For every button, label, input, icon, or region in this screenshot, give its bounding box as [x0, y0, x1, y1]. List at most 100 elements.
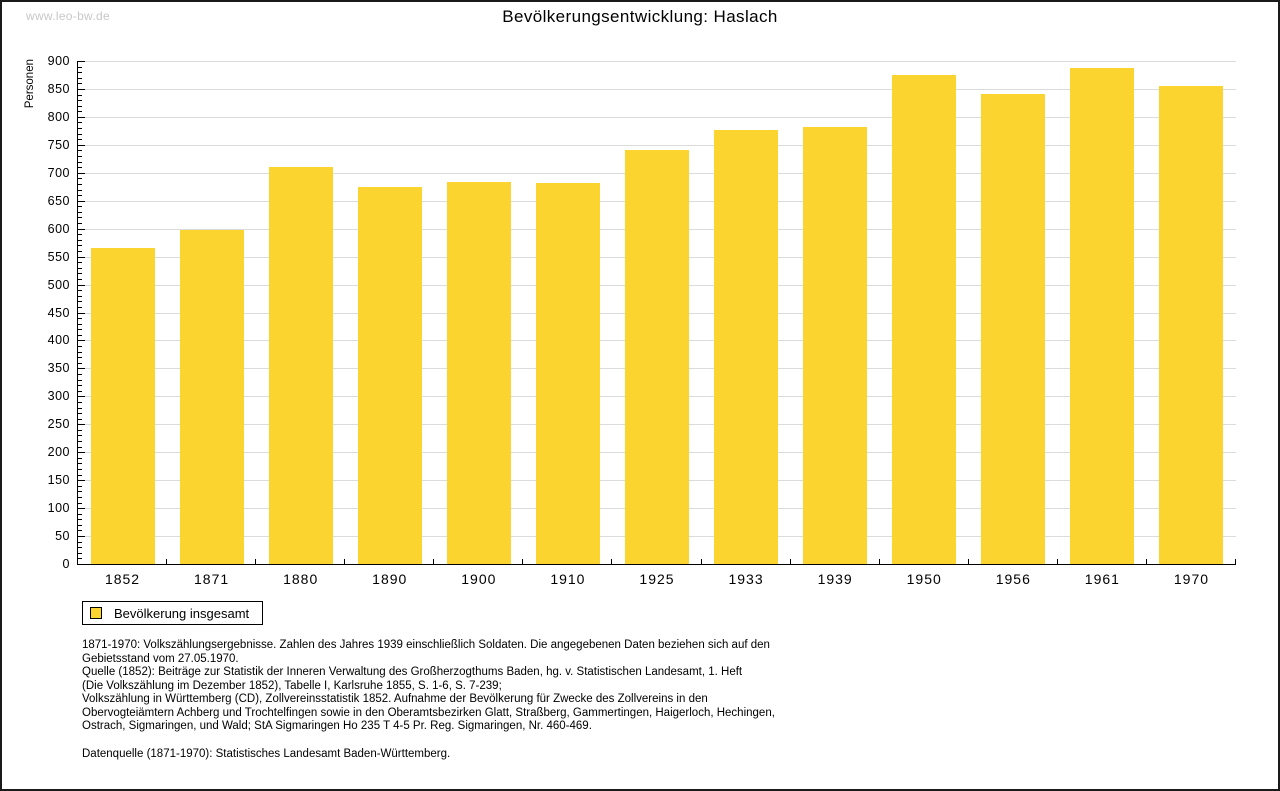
y-minor-tick: [78, 446, 82, 448]
y-minor-tick: [78, 150, 82, 152]
y-minor-tick: [78, 407, 82, 409]
y-minor-tick: [78, 468, 82, 470]
x-tick-label: 1950: [906, 571, 942, 587]
y-tick-label: 750: [47, 137, 70, 152]
bar-1939: [803, 126, 868, 564]
y-minor-tick: [78, 72, 82, 74]
note-line: Gebietsstand vom 27.05.1970.: [82, 652, 239, 665]
y-minor-tick: [78, 362, 82, 364]
y-minor-tick: [78, 306, 82, 308]
y-major-tick: [78, 116, 85, 118]
y-minor-tick: [78, 552, 82, 554]
y-tick-label: 850: [47, 81, 70, 96]
y-minor-tick: [78, 329, 82, 331]
x-boundary-tick: [1145, 559, 1147, 564]
x-tick-label: 1961: [1084, 571, 1120, 587]
note-line: (Die Volkszählung im Dezember 1852), Tab…: [82, 679, 502, 692]
y-minor-tick: [78, 502, 82, 504]
legend-label: Bevölkerung insgesamt: [114, 605, 250, 621]
y-tick-label: 900: [47, 54, 70, 68]
x-boundary-tick: [967, 559, 969, 564]
watermark: www.leo-bw.de: [26, 9, 110, 23]
y-minor-tick: [78, 318, 82, 320]
note-line: Obervogteiämtern Achberg und Trochtelfin…: [82, 706, 775, 719]
datenquelle-line: Datenquelle (1871-1970): Statistisches L…: [82, 747, 451, 760]
y-minor-tick: [78, 541, 82, 543]
y-major-tick: [78, 312, 85, 314]
x-boundary-tick: [1056, 559, 1058, 564]
y-minor-tick: [78, 530, 82, 532]
y-minor-tick: [78, 474, 82, 476]
y-major-tick: [78, 396, 85, 398]
y-major-tick: [78, 452, 85, 454]
plot-area: 0 50 100 150 200 250 300 350 400 450 500 550 600 650 7…: [48, 54, 1236, 587]
y-minor-tick: [78, 457, 82, 459]
y-minor-tick: [78, 547, 82, 549]
y-tick-label: 500: [47, 277, 70, 292]
x-boundary-tick: [878, 559, 880, 564]
note-line: Quelle (1852): Beiträge zur Statistik de…: [82, 666, 743, 678]
y-major-tick: [78, 536, 85, 538]
y-minor-tick: [78, 77, 82, 79]
x-tick-label: 1910: [550, 571, 586, 587]
y-gridline: [78, 144, 1236, 146]
x-tick-label: 1939: [817, 571, 853, 587]
y-gridline: [78, 116, 1236, 118]
y-minor-tick: [78, 133, 82, 135]
y-minor-tick: [78, 463, 82, 465]
x-tick-label: 1871: [194, 571, 230, 587]
y-minor-tick: [78, 346, 82, 348]
y-minor-tick: [78, 390, 82, 392]
y-minor-tick: [78, 239, 82, 241]
y-minor-tick: [78, 273, 82, 275]
bar-1871: [179, 229, 244, 564]
y-minor-tick: [78, 301, 82, 303]
y-minor-tick: [78, 373, 82, 375]
note-lines: 1871-1970: Volkszählungsergebnisse. Zahl…: [82, 639, 922, 734]
x-boundary-tick: [611, 559, 613, 564]
y-major-tick: [78, 256, 85, 258]
y-tick-label: 200: [47, 445, 70, 460]
y-minor-tick: [78, 211, 82, 213]
bar-1970: [1159, 86, 1224, 564]
legend-swatch-icon: [90, 607, 102, 619]
bar-1910: [535, 182, 600, 564]
x-boundary-tick: [522, 559, 524, 564]
y-minor-tick: [78, 496, 82, 498]
y-major-tick: [78, 508, 85, 510]
y-minor-tick: [78, 524, 82, 526]
source-notes: 1871-1970: Volkszählungsergebnisse. Zahl…: [82, 639, 922, 761]
y-major-tick: [78, 564, 85, 565]
y-minor-tick: [78, 66, 82, 68]
y-tick-label: 50: [55, 529, 70, 544]
y-minor-tick: [78, 519, 82, 521]
y-minor-tick: [78, 100, 82, 102]
y-tick-label: 100: [47, 501, 70, 516]
y-minor-tick: [78, 94, 82, 96]
note-line: 1871-1970: Volkszählungsergebnisse. Zahl…: [82, 639, 770, 651]
x-boundary-tick: [255, 559, 257, 564]
y-minor-tick: [78, 491, 82, 493]
y-minor-tick: [78, 513, 82, 515]
y-minor-tick: [78, 379, 82, 381]
y-axis-title: Personen: [24, 59, 36, 109]
y-minor-tick: [78, 262, 82, 264]
note-line: Volkszählung in Württemberg (CD), Zollve…: [82, 693, 708, 705]
y-minor-tick: [78, 295, 82, 297]
y-minor-tick: [78, 83, 82, 85]
y-gridline: [78, 88, 1236, 90]
x-tick-label: 1900: [461, 571, 497, 587]
bar-1933: [714, 129, 779, 564]
y-minor-tick: [78, 357, 82, 359]
x-tick-label: 1890: [372, 571, 408, 587]
bar-1852: [90, 248, 155, 564]
y-minor-tick: [78, 334, 82, 336]
y-minor-tick: [78, 234, 82, 236]
y-minor-tick: [78, 558, 82, 560]
x-tick-label: 1970: [1173, 571, 1210, 587]
y-tick-label: 150: [47, 473, 70, 488]
y-minor-tick: [78, 178, 82, 180]
y-minor-tick: [78, 251, 82, 253]
y-minor-tick: [78, 189, 82, 191]
y-minor-tick: [78, 183, 82, 185]
